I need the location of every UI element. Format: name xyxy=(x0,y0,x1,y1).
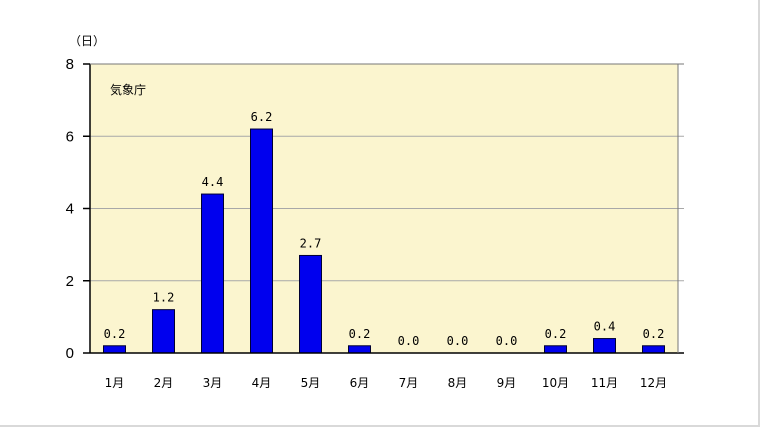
bar xyxy=(593,338,616,354)
source-label: 気象庁 xyxy=(110,82,146,97)
data-label: 0.0 xyxy=(496,334,518,348)
data-label: 0.2 xyxy=(349,327,371,341)
y-tick-label: 8 xyxy=(66,56,74,73)
x-category-label: 8月 xyxy=(448,376,468,390)
x-category-label: 2月 xyxy=(154,376,174,390)
data-label: 0.2 xyxy=(104,327,126,341)
data-label: 0.0 xyxy=(447,334,469,348)
x-category-label: 4月 xyxy=(252,376,272,390)
bar xyxy=(348,345,371,354)
y-axis-unit-label: （日） xyxy=(69,34,105,48)
y-tick-labels: 0 2 4 6 8 xyxy=(66,56,74,362)
x-category-label: 3月 xyxy=(203,376,223,390)
data-label: 1.2 xyxy=(153,291,175,305)
bar xyxy=(103,345,126,354)
x-category-label: 11月 xyxy=(591,376,618,390)
data-label: 0.4 xyxy=(594,320,616,334)
data-labels: 0.2 1.2 4.4 6.2 2.7 0.2 0.0 0.0 0.0 0.2 0.4 0.2 xyxy=(104,110,665,348)
x-category-label: 6月 xyxy=(350,376,370,390)
x-category-labels: 1月 2月 3月 4月 5月 6月 7月 8月 9月 10月 11月 12月 xyxy=(105,376,667,390)
y-tick-label: 6 xyxy=(66,128,74,145)
bar xyxy=(250,128,273,354)
data-label: 0.2 xyxy=(643,327,665,341)
data-label: 0.2 xyxy=(545,327,567,341)
bar xyxy=(201,193,224,354)
x-category-label: 10月 xyxy=(542,376,569,390)
x-category-label: 12月 xyxy=(640,376,667,390)
x-category-label: 9月 xyxy=(497,376,517,390)
x-category-label: 1月 xyxy=(105,376,125,390)
axes xyxy=(83,63,684,354)
bar xyxy=(152,309,175,354)
x-category-label: 7月 xyxy=(399,376,419,390)
y-tick-label: 2 xyxy=(66,273,74,290)
x-category-label: 5月 xyxy=(301,376,321,390)
bar xyxy=(544,345,567,354)
gridlines xyxy=(90,63,684,282)
bar xyxy=(642,345,665,354)
data-label: 0.0 xyxy=(398,334,420,348)
data-label: 2.7 xyxy=(300,236,322,250)
y-tick-label: 4 xyxy=(66,201,74,218)
data-label: 4.4 xyxy=(202,175,224,189)
data-label: 6.2 xyxy=(251,110,273,124)
y-tick-label: 0 xyxy=(66,345,74,362)
bar xyxy=(299,254,322,354)
